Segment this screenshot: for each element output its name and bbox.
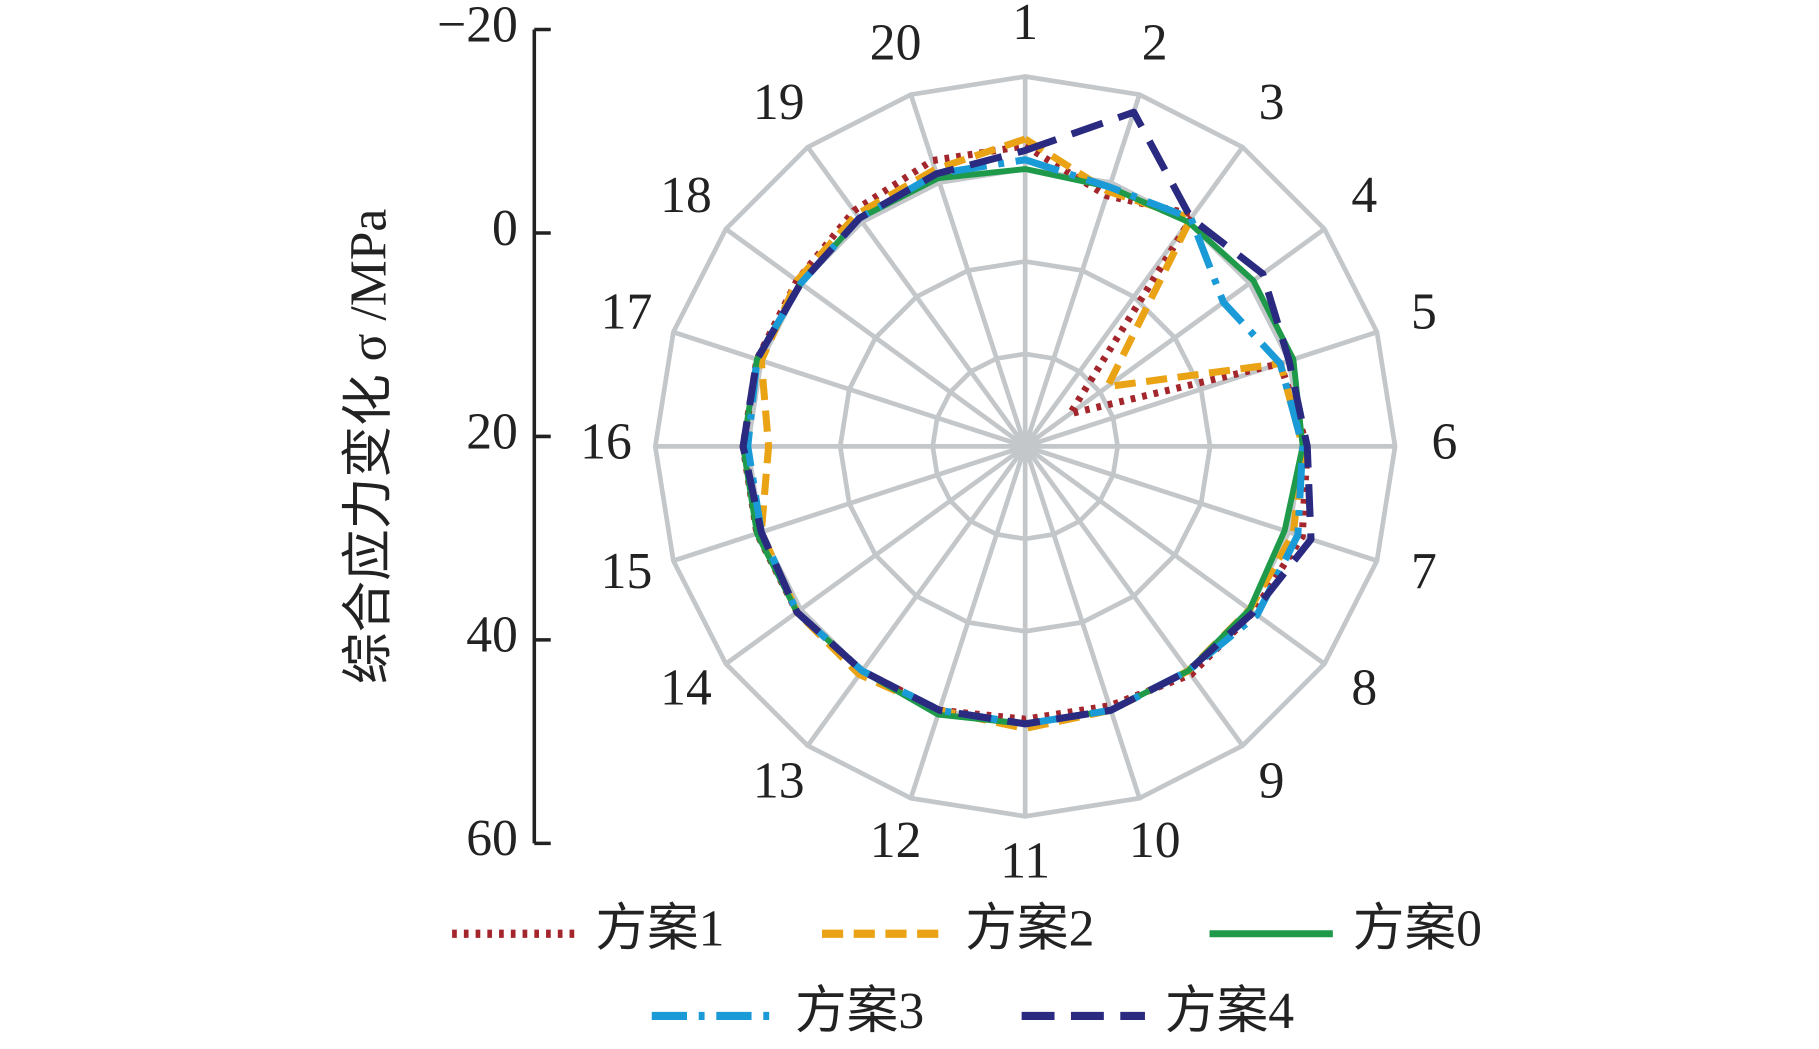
spoke [805, 445, 1028, 748]
legend-label: 方案2 [965, 901, 1094, 958]
spoke [724, 227, 1027, 449]
y-tick-label: 60 [466, 810, 518, 867]
spoke [908, 445, 1028, 799]
category-label: 19 [753, 74, 805, 131]
category-label: 17 [601, 284, 653, 341]
y-axis-label: 综合应力变化 σ /MPa [340, 209, 397, 685]
legend-label: 方案4 [1165, 983, 1294, 1040]
category-label: 1 [1012, 0, 1038, 51]
category-label: 12 [870, 812, 922, 869]
category-label: 2 [1142, 15, 1168, 72]
spoke [1022, 445, 1142, 799]
y-tick-label: 20 [466, 403, 518, 460]
spoke [672, 444, 1026, 563]
spoke [1023, 444, 1326, 666]
category-label: 3 [1259, 74, 1285, 131]
spoke [1023, 445, 1245, 748]
category-label: 8 [1351, 660, 1377, 717]
legend-label: 方案0 [1353, 901, 1482, 958]
spoke [1024, 329, 1378, 449]
spoke [724, 444, 1027, 666]
category-label: 9 [1259, 752, 1285, 809]
category-label: 15 [601, 543, 653, 600]
spoke [805, 145, 1028, 448]
category-label: 11 [1000, 832, 1050, 889]
series-line [739, 142, 1311, 723]
y-tick-label: 40 [466, 607, 518, 664]
category-label: 13 [753, 752, 805, 809]
spoke [1024, 444, 1378, 563]
category-label: 4 [1351, 167, 1377, 224]
category-label: 14 [660, 660, 712, 717]
spoke [1023, 145, 1245, 448]
spoke [672, 329, 1026, 449]
category-label: 7 [1411, 543, 1437, 600]
category-label: 5 [1411, 284, 1437, 341]
y-tick-label: 0 [492, 200, 518, 257]
category-label: 20 [870, 15, 922, 72]
y-tick-label: −20 [437, 0, 518, 53]
category-label: 16 [580, 413, 632, 470]
spoke [908, 93, 1028, 448]
category-label: 6 [1431, 413, 1457, 470]
series-line [739, 108, 1315, 728]
category-label: 10 [1129, 812, 1181, 869]
legend-label: 方案3 [795, 983, 924, 1040]
category-label: 18 [660, 167, 712, 224]
legend-label: 方案1 [595, 901, 724, 958]
spoke [1022, 93, 1142, 448]
